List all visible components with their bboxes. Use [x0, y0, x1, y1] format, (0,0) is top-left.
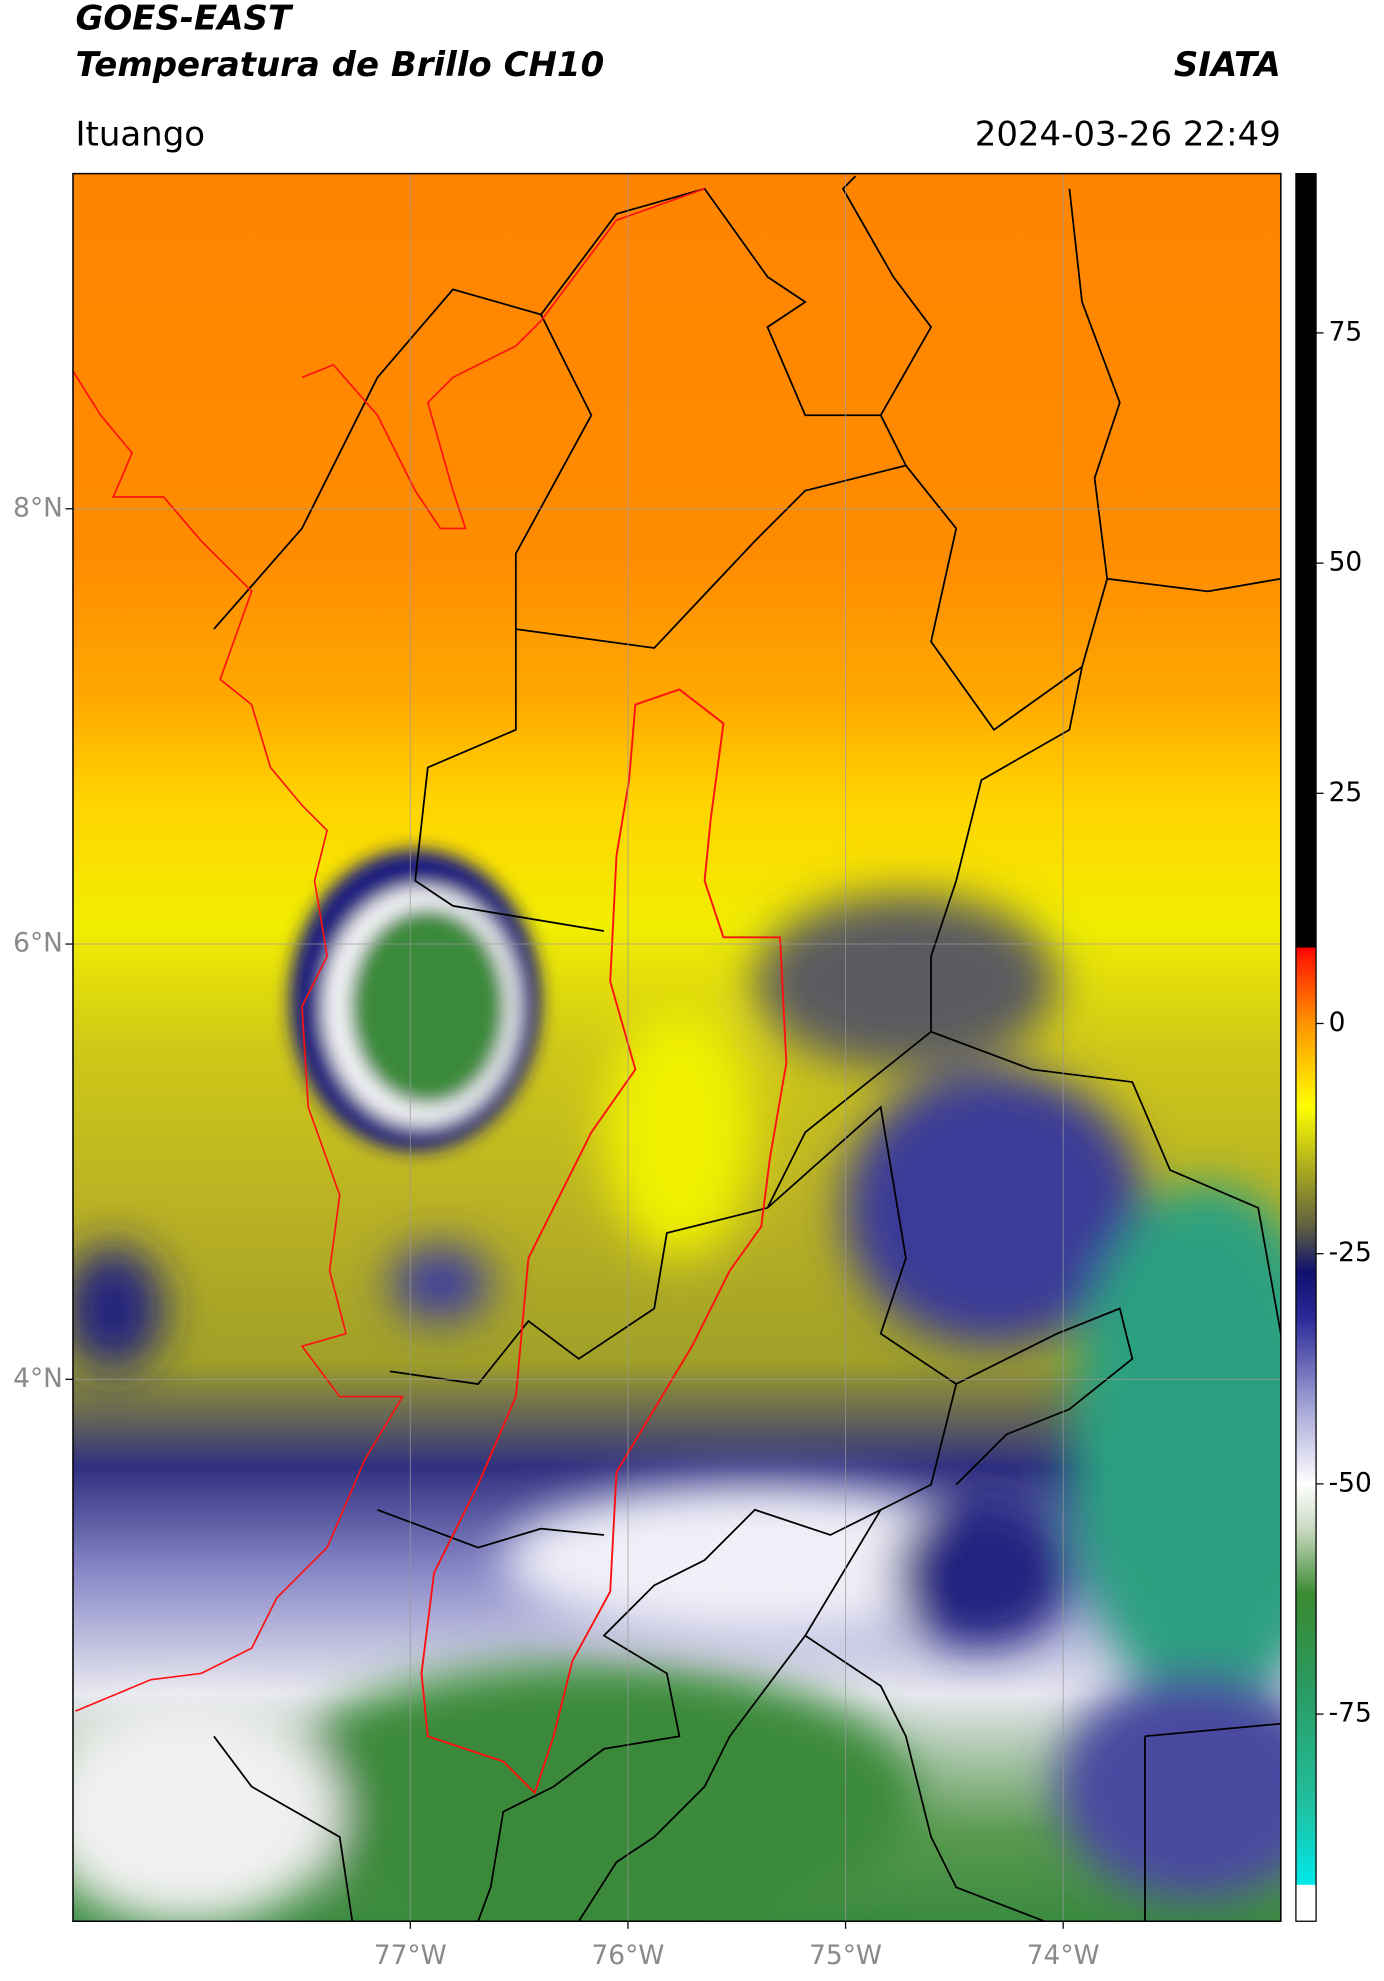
lon-tick-label: 75°W	[809, 1940, 882, 1971]
lat-tick-label: 8°N	[13, 492, 63, 523]
lon-tick-label: 77°W	[374, 1940, 447, 1971]
colorbar-tick-label: 50	[1329, 547, 1363, 578]
colorbar-tick-label: -50	[1329, 1467, 1372, 1498]
colorbar-tick-label: -25	[1329, 1237, 1372, 1268]
location: Ituango	[75, 114, 205, 154]
graticule	[65, 173, 1281, 1929]
colorbar-tick-label: 75	[1329, 316, 1363, 347]
satellite-field	[72, 173, 1281, 1922]
subtitle: Temperatura de Brillo CH10	[75, 45, 604, 85]
lon-tick-label: 76°W	[591, 1940, 664, 1971]
colorbar	[1295, 172, 1317, 1922]
lat-tick-label: 6°N	[13, 928, 63, 959]
datetime: 2024-03-26 22:49	[975, 114, 1281, 154]
title: GOES-EAST	[75, 0, 293, 39]
lon-tick-label: 74°W	[1027, 1940, 1100, 1971]
basin-outline	[420, 688, 788, 1795]
map-frame	[72, 172, 1282, 1922]
boundaries	[72, 175, 1281, 1922]
colorbar-tick-label: 0	[1329, 1007, 1346, 1038]
source: SIATA	[1174, 45, 1281, 85]
colorbar-tick-label: 25	[1329, 777, 1363, 808]
colorbar-ticks: 75 50 25 0 -25 -50 -75	[1316, 316, 1372, 1729]
border-lines	[213, 175, 1281, 1922]
lat-tick-label: 4°N	[13, 1363, 63, 1394]
colorbar-tick-label: -75	[1329, 1698, 1372, 1729]
coastline	[72, 187, 705, 1712]
